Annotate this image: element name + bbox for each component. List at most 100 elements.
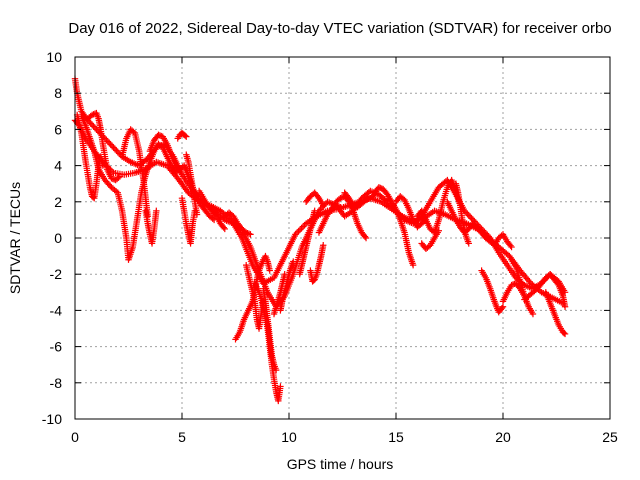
series-trace-37 (542, 289, 569, 338)
data-point (106, 182, 114, 190)
data-point (247, 231, 254, 238)
y-tick-label: -6 (50, 339, 63, 355)
series-trace-5 (84, 109, 124, 184)
series-trace-13 (221, 209, 254, 238)
data-point (320, 242, 327, 249)
data-point (352, 203, 360, 210)
data-point (209, 215, 216, 222)
data-point (498, 304, 506, 312)
data-point (375, 184, 383, 191)
data-point (90, 111, 97, 118)
y-tick-label: 8 (54, 85, 62, 101)
series-trace-11 (183, 151, 201, 218)
data-point (462, 209, 470, 216)
series-trace-18 (277, 258, 297, 314)
data-point (369, 192, 377, 199)
y-tick-label: 6 (54, 121, 62, 137)
data-point (377, 184, 384, 192)
data-point (107, 141, 114, 148)
y-tick-label: 2 (54, 194, 62, 210)
series-trace-9 (174, 129, 190, 142)
data-point (295, 228, 302, 235)
y-axis-label: SDTVAR / TECUs (7, 182, 23, 294)
x-tick-label: 15 (388, 429, 404, 445)
data-point (243, 229, 250, 236)
y-tick-label: -10 (42, 411, 62, 427)
data-point (266, 267, 273, 274)
data-point (362, 234, 370, 242)
data-point (116, 150, 123, 157)
series-trace-24 (328, 193, 370, 242)
data-point (130, 128, 137, 136)
data-point (508, 281, 515, 289)
data-point (245, 230, 253, 237)
y-tick-label: -2 (50, 266, 63, 282)
data-point (320, 202, 327, 209)
y-tick-labels: -10 -8 -6 -4 -2 0 2 4 6 8 10 (42, 49, 62, 427)
data-point (244, 229, 251, 237)
data-point (290, 258, 297, 265)
x-tick-label: 0 (71, 429, 79, 445)
series-trace-38 (546, 271, 569, 310)
series-trace-21 (302, 189, 327, 209)
data-point (508, 243, 515, 251)
series-trace-6 (118, 126, 151, 220)
data-point (90, 123, 97, 130)
y-tick-label: 4 (54, 158, 62, 174)
series-trace-25 (341, 189, 378, 211)
series-trace-26 (371, 184, 417, 269)
data-point (350, 202, 357, 209)
series-trace-10 (178, 194, 199, 247)
data-point (499, 303, 507, 310)
y-tick-label: -4 (50, 302, 63, 318)
data-point (435, 227, 442, 234)
data-point (281, 271, 288, 278)
data-point (529, 310, 537, 318)
data-point (220, 224, 227, 231)
data-point (101, 135, 109, 142)
series-trace-33 (478, 267, 507, 316)
data-point (560, 329, 568, 337)
data-point (337, 204, 344, 211)
series-trace-36 (521, 271, 554, 303)
data-point (362, 196, 370, 204)
data-point (464, 210, 471, 218)
series-trace-35 (508, 256, 537, 318)
data-point (465, 240, 472, 247)
grid-lines (75, 57, 610, 419)
data-point (183, 133, 190, 140)
series-trace-22 (307, 242, 327, 285)
series-trace-16 (251, 280, 284, 405)
x-tick-label: 20 (495, 429, 511, 445)
series-trace-31 (452, 180, 472, 247)
data-point (409, 261, 417, 269)
data-point (296, 226, 304, 233)
data-point (108, 175, 115, 182)
x-tick-labels: 0 5 10 15 20 25 (71, 429, 618, 445)
data-point (561, 330, 569, 338)
series-trace-19 (270, 271, 288, 318)
data-point (88, 121, 96, 129)
data-point (361, 233, 369, 240)
data-point (116, 173, 124, 180)
series-trace-17 (260, 285, 280, 374)
data-point (561, 303, 569, 310)
series-trace-32 (469, 220, 515, 251)
data-point (91, 124, 99, 132)
data-point (272, 366, 280, 374)
data-point (111, 176, 118, 183)
data-point (111, 145, 119, 153)
series-trace-12 (195, 187, 228, 233)
x-tick-label: 25 (602, 429, 618, 445)
data-point (182, 132, 189, 139)
data-point (113, 147, 120, 154)
data-point (106, 139, 113, 147)
y-tick-label: 0 (54, 230, 62, 246)
data-point (155, 131, 162, 139)
y-tick-label: 10 (46, 49, 62, 65)
data-point (115, 174, 122, 181)
data-point (175, 166, 182, 173)
data-point (156, 132, 164, 139)
chart-title: Day 016 of 2022, Sidereal Day-to-day VTE… (68, 20, 611, 37)
